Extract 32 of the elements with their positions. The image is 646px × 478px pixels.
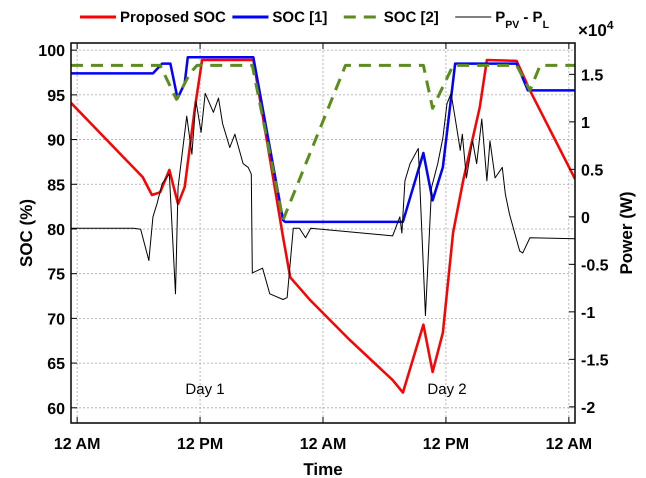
legend-label: SOC [1] xyxy=(272,9,328,26)
y2-tick-label: 1.5 xyxy=(581,67,604,84)
y-tick-label: 65 xyxy=(47,356,66,374)
y2-tick-label: 1 xyxy=(581,114,590,132)
y-tick-label: 90 xyxy=(47,132,66,150)
y-tick-label: 80 xyxy=(47,222,66,239)
y2-tick-label: -1 xyxy=(581,304,596,322)
x-axis-title: Time xyxy=(303,460,343,478)
x-tick-label: 12 PM xyxy=(176,436,224,453)
y2-tick-label: -0.5 xyxy=(581,257,609,274)
annotation: Day 2 xyxy=(427,381,467,398)
text: ×10$^{4}$ xyxy=(578,18,614,40)
y-tick-label: 100 xyxy=(38,43,66,60)
x-tick-label: 12 AM xyxy=(54,436,100,453)
legend-label: Proposed SOC xyxy=(120,9,226,26)
y2-axis-title: Power (W) xyxy=(617,191,636,275)
y2-tick-label: -2 xyxy=(581,400,596,417)
y2-tick-label: -1.5 xyxy=(581,352,609,370)
y-tick-label: 75 xyxy=(47,266,66,284)
y2-tick-label: 0.5 xyxy=(581,162,604,180)
legend-label: P$_{PV}$ - P$_{L}$ xyxy=(495,9,550,31)
y-tick-label: 70 xyxy=(47,311,66,328)
y-tick-label: 85 xyxy=(47,177,66,194)
x-tick-label: 12 PM xyxy=(422,436,470,453)
y-tick-label: 60 xyxy=(47,400,66,418)
annotation: Day 1 xyxy=(185,381,225,398)
x-tick-label: 12 AM xyxy=(546,436,592,453)
legend-label: SOC [2] xyxy=(384,9,439,26)
y2-tick-label: 0 xyxy=(581,210,590,227)
y-axis-title: SOC (%) xyxy=(17,199,36,267)
x-tick-label: 12 AM xyxy=(300,436,346,453)
y-tick-label: 95 xyxy=(47,88,66,105)
